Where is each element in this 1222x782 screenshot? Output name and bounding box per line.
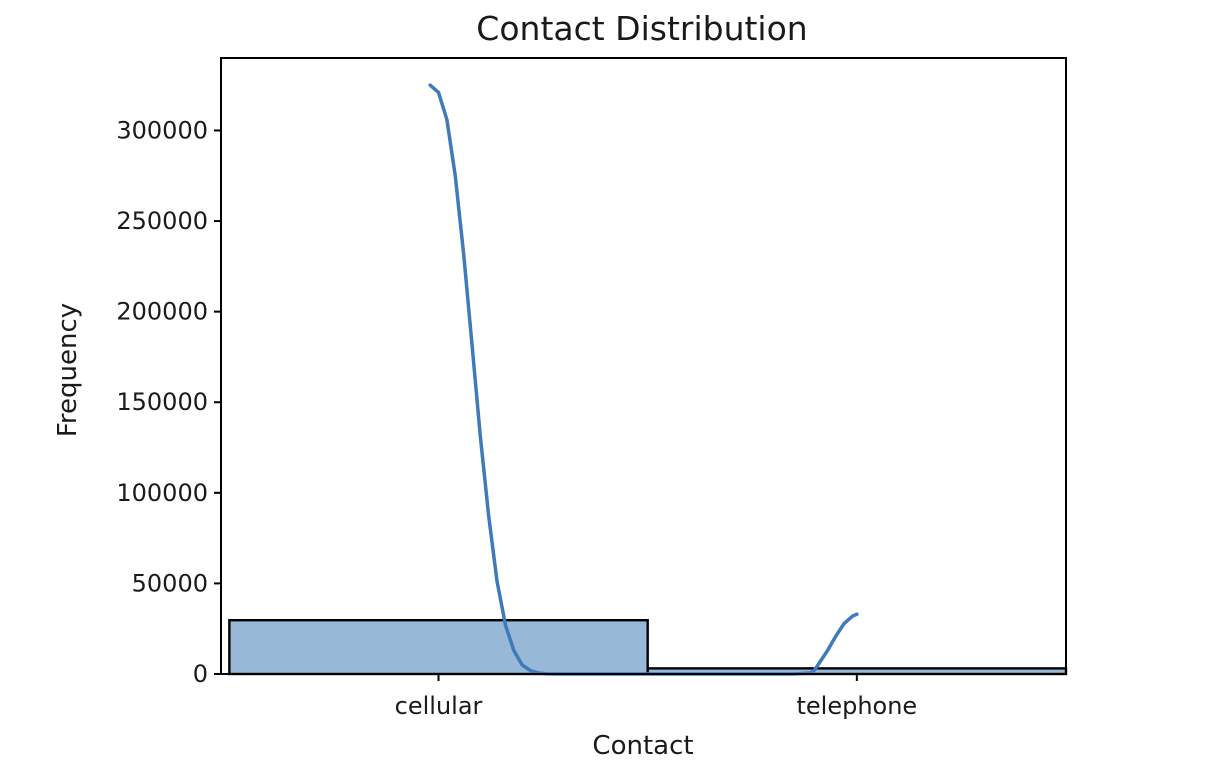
x-axis: cellular telephone — [395, 674, 917, 720]
y-tick-label: 0 — [193, 660, 208, 688]
bar-cellular — [228, 618, 649, 676]
bars-group — [228, 618, 1068, 676]
y-tick-label: 150000 — [116, 388, 208, 416]
y-axis: 0 50000 100000 150000 200000 250000 300000 — [116, 116, 221, 688]
y-tick-label: 100000 — [116, 479, 208, 507]
chart-title: Contact Distribution — [476, 9, 807, 48]
x-tick-label: cellular — [395, 692, 483, 720]
kde-group — [428, 83, 859, 676]
x-axis-label: Contact — [592, 731, 693, 761]
y-tick-label: 50000 — [132, 569, 208, 597]
y-tick-label: 250000 — [116, 207, 208, 235]
plot-frame — [220, 57, 1067, 675]
y-axis-label: Frequency — [53, 303, 83, 437]
kde-line — [428, 83, 859, 676]
y-tick-label: 300000 — [116, 116, 208, 144]
x-tick-label: telephone — [796, 692, 917, 720]
y-tick-label: 200000 — [116, 298, 208, 326]
